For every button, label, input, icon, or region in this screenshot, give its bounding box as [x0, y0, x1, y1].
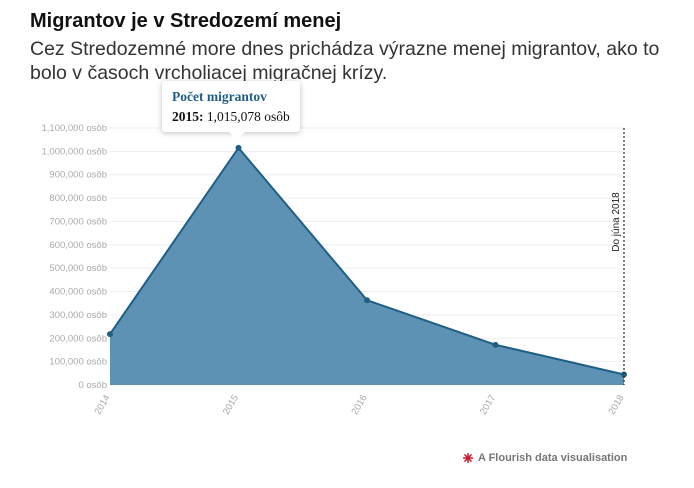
tooltip: Počet migrantov 2015: 1,015,078 osôb — [162, 81, 300, 140]
data-point — [621, 371, 627, 378]
flourish-icon — [463, 453, 473, 463]
data-point — [235, 144, 242, 151]
x-tick-label: 2015 — [221, 393, 241, 417]
y-tick-label: 700,000 osôb — [49, 216, 107, 227]
y-tick-label: 800,000 osôb — [49, 193, 107, 204]
x-tick-label: 2014 — [93, 393, 113, 417]
y-tick-label: 100,000 osôb — [49, 357, 107, 368]
tooltip-value: 1,015,078 osôb — [206, 109, 290, 124]
data-point — [364, 297, 370, 304]
y-tick-label: 1,100,000 osôb — [41, 123, 107, 134]
y-tick-label: 500,000 osôb — [49, 263, 107, 274]
data-point — [492, 341, 499, 348]
chart-subtitle: Cez Stredozemné more dnes prichádza výra… — [30, 38, 660, 84]
flourish-credit[interactable]: A Flourish data visualisation — [462, 452, 627, 464]
y-tick-label: 0 osôb — [78, 380, 107, 391]
y-tick-label: 1,000,000 osôb — [41, 146, 107, 157]
y-tick-label: 300,000 osôb — [49, 310, 107, 321]
y-tick-label: 600,000 osôb — [49, 240, 107, 251]
tooltip-year: 2015: — [172, 109, 204, 124]
tooltip-title: Počet migrantov — [172, 89, 267, 104]
flourish-credit-text: A Flourish data visualisation — [478, 452, 628, 464]
tooltip-body: 2015: 1,015,078 osôb — [172, 109, 290, 125]
y-tick-label: 400,000 osôb — [49, 287, 107, 298]
x-tick-label: 2018 — [607, 393, 627, 417]
y-tick-label: 900,000 osôb — [49, 170, 107, 181]
series-area — [110, 147, 624, 385]
annotation-label: Do júna 2018 — [611, 192, 622, 252]
tooltip-arrow — [229, 132, 245, 140]
chart-title: Migrantov je v Stredozemí menej — [30, 10, 342, 32]
x-tick-label: 2016 — [350, 393, 370, 417]
x-tick-label: 2017 — [478, 393, 498, 417]
data-point — [107, 331, 113, 338]
y-tick-label: 200,000 osôb — [49, 333, 107, 344]
